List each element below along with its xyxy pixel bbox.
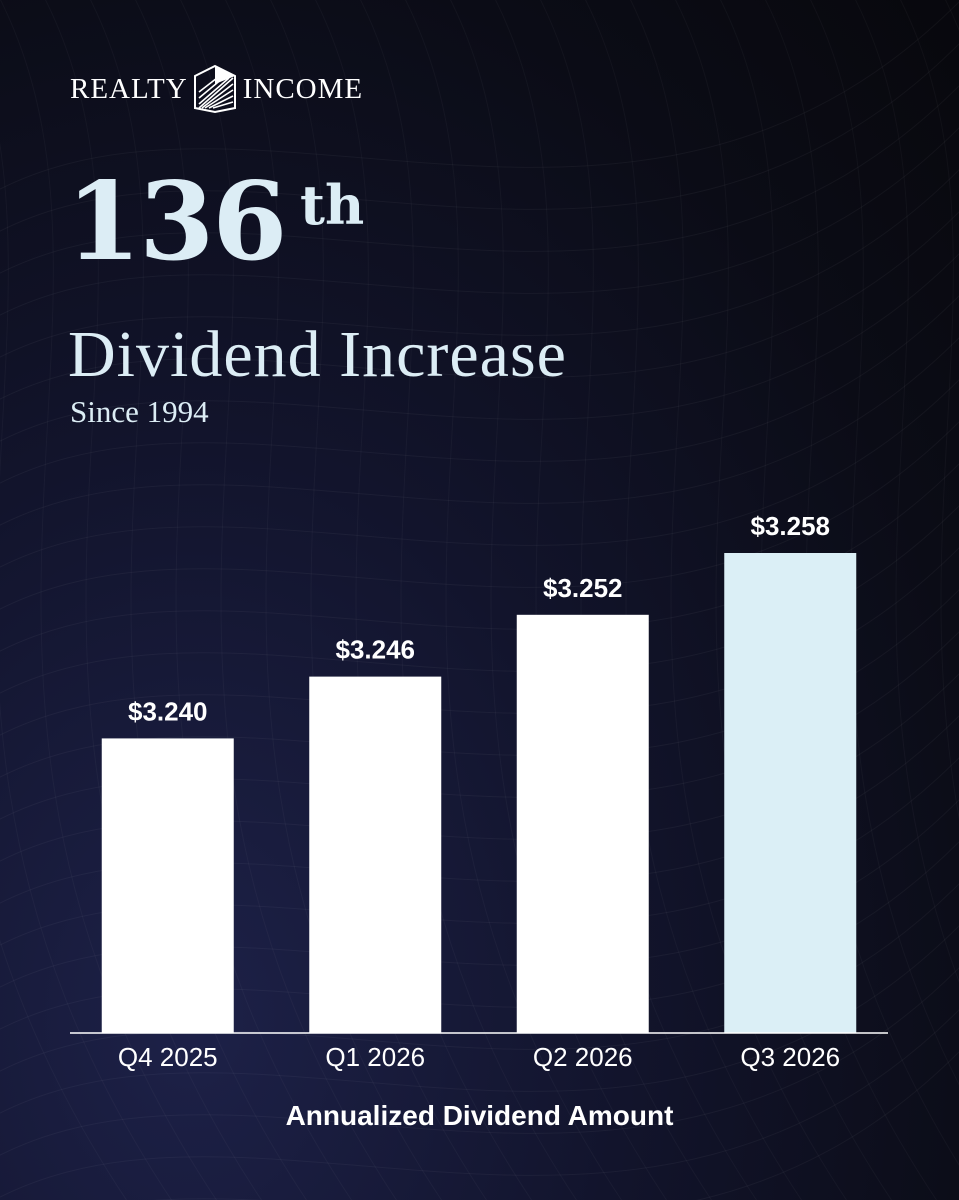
data-label: $3.246 bbox=[335, 635, 415, 665]
headline-title: Dividend Increase bbox=[68, 318, 567, 391]
data-label: $3.258 bbox=[750, 511, 830, 541]
x-tick-label: Q4 2025 bbox=[118, 1042, 218, 1072]
bar-q3-2026 bbox=[724, 553, 857, 1033]
bar-q4-2025 bbox=[101, 738, 234, 1033]
brand-word-left: REALTY bbox=[70, 72, 188, 105]
data-label: $3.252 bbox=[543, 573, 623, 603]
headline-subtitle: Since 1994 bbox=[70, 394, 209, 429]
bar-q2-2026 bbox=[516, 614, 649, 1033]
chart-x-axis-label: Annualized Dividend Amount bbox=[285, 1100, 674, 1131]
x-tick-label: Q3 2026 bbox=[740, 1042, 840, 1072]
dividend-count: 136 bbox=[66, 159, 287, 285]
realty-income-logo-icon bbox=[193, 64, 236, 114]
brand-logo: REALTY INCOME bbox=[70, 64, 363, 114]
data-label: $3.240 bbox=[128, 696, 208, 726]
x-tick-label: Q1 2026 bbox=[325, 1042, 425, 1072]
dividend-count-ordinal: th bbox=[300, 173, 365, 237]
bar-q1-2026 bbox=[309, 676, 442, 1033]
brand-word-right: INCOME bbox=[242, 72, 364, 105]
x-tick-label: Q2 2026 bbox=[533, 1042, 633, 1072]
